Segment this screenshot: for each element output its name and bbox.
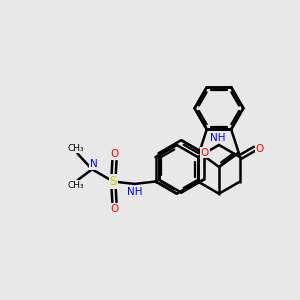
Text: CH₃: CH₃: [68, 181, 84, 190]
Text: S: S: [110, 175, 117, 188]
Text: NH: NH: [127, 187, 142, 197]
Text: N: N: [90, 159, 98, 169]
Text: CH₃: CH₃: [68, 144, 84, 153]
Text: O: O: [110, 149, 118, 159]
Text: O: O: [110, 204, 118, 214]
Text: O: O: [200, 148, 209, 158]
Text: NH: NH: [210, 133, 225, 142]
Text: O: O: [256, 144, 264, 154]
